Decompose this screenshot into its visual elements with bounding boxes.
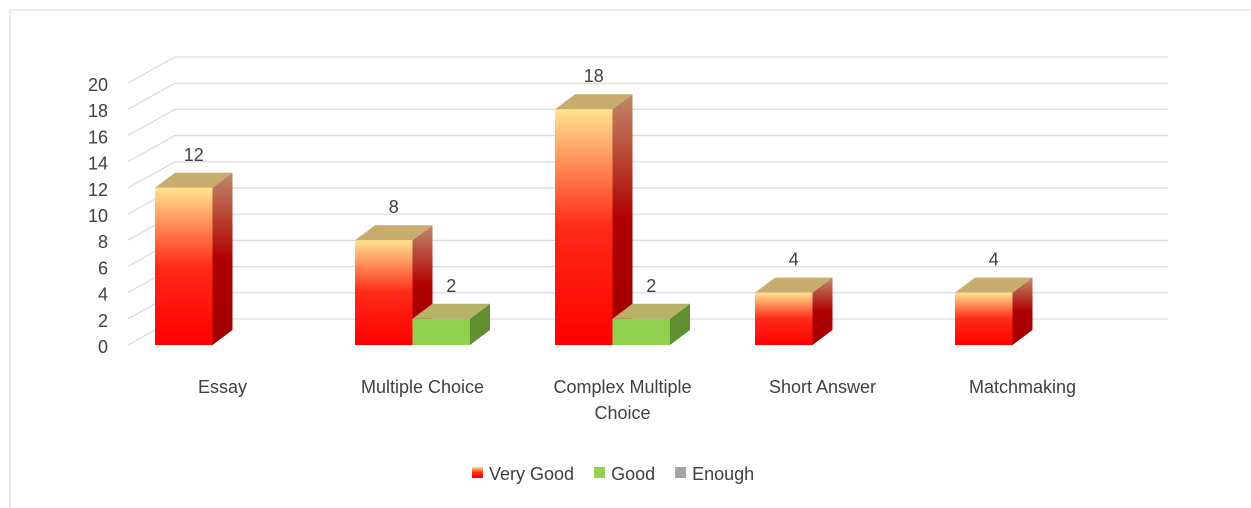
x-tick-label: Essay <box>197 377 248 397</box>
y-tick-label: 6 <box>98 258 108 278</box>
grid-line <box>127 108 1168 136</box>
x-tick-label: Multiple Choice <box>360 377 485 397</box>
bar-side <box>670 303 690 345</box>
bar-side <box>812 277 833 345</box>
chart-frame <box>9 9 1251 508</box>
bar <box>955 292 1013 345</box>
grid-line <box>127 56 1168 84</box>
bar-top <box>755 277 833 293</box>
y-tick-label: 20 <box>88 75 108 95</box>
legend-label: Enough <box>692 464 754 484</box>
y-tick-label: 4 <box>98 285 108 305</box>
bar-side <box>470 303 490 345</box>
bar <box>755 292 813 345</box>
bar <box>355 240 413 345</box>
bar-top <box>555 94 633 110</box>
legend-swatch <box>675 467 687 478</box>
bar-top <box>355 225 433 241</box>
x-tick-label: Complex Multiple Choice <box>553 377 692 423</box>
y-tick-label: 2 <box>98 311 108 331</box>
y-tick-label: 0 <box>98 337 108 357</box>
grid-line <box>127 161 1168 189</box>
data-label: 4 <box>789 250 799 270</box>
grid-line <box>127 135 1168 163</box>
bar-top <box>412 303 490 319</box>
y-tick-label: 8 <box>98 232 108 252</box>
legend-swatch <box>594 467 606 478</box>
y-tick-label: 12 <box>88 180 108 200</box>
x-tick-label: Matchmaking <box>968 377 1077 397</box>
bar-side <box>212 172 233 345</box>
legend-swatch <box>472 467 483 478</box>
x-tick-label: Short Answer <box>768 377 877 397</box>
grid-line <box>127 213 1168 241</box>
bar-side <box>612 94 633 345</box>
grid-line <box>127 82 1168 110</box>
bar <box>155 187 213 345</box>
y-tick-label: 14 <box>88 154 108 174</box>
bar-top <box>612 303 690 319</box>
bar <box>612 318 670 345</box>
bar-top <box>955 277 1033 293</box>
data-label: 12 <box>184 145 204 165</box>
data-label: 2 <box>446 276 456 296</box>
grid-line <box>127 239 1168 267</box>
bar-top <box>155 172 233 188</box>
legend-label: Good <box>611 464 655 484</box>
legend-label: Very Good <box>489 464 574 484</box>
data-label: 4 <box>989 250 999 270</box>
y-tick-label: 18 <box>88 101 108 121</box>
data-label: 2 <box>646 276 656 296</box>
grid-line <box>127 187 1168 215</box>
y-tick-label: 10 <box>88 206 108 226</box>
bar-side <box>1012 277 1033 345</box>
bar <box>412 318 470 345</box>
bar <box>555 109 613 345</box>
data-label: 8 <box>389 197 399 217</box>
y-tick-label: 16 <box>88 127 108 147</box>
data-label: 18 <box>584 66 604 86</box>
